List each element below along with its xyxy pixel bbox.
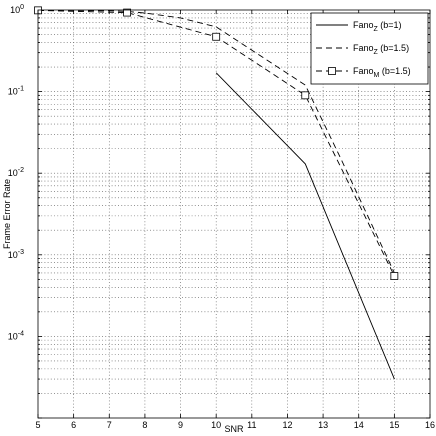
data-point-marker xyxy=(390,272,399,280)
x-tick-label: 8 xyxy=(142,420,147,430)
y-tick-label: 10-3 xyxy=(8,249,24,260)
x-tick-label: 14 xyxy=(354,420,364,430)
legend-label-1: FanoZ (b=1) xyxy=(353,20,402,33)
data-point-marker xyxy=(123,8,131,17)
x-tick-label: 9 xyxy=(178,420,183,430)
legend-marker xyxy=(328,67,336,75)
data-point-marker xyxy=(301,91,310,100)
x-tick-label: 10 xyxy=(211,420,221,430)
data-point-marker xyxy=(212,32,221,41)
series-line-1 xyxy=(215,72,395,380)
legend-label-2: FanoZ (b=1.5) xyxy=(353,43,409,56)
y-tick-label: 10-1 xyxy=(8,86,24,97)
x-tick-label: 16 xyxy=(425,420,435,430)
y-tick-label: 10-4 xyxy=(8,330,24,341)
axis-ticks xyxy=(37,10,431,419)
legend: FanoZ (b=1) FanoZ (b=1.5) FanoM (b=1.5) xyxy=(310,12,429,85)
x-tick-label: 15 xyxy=(389,420,399,430)
y-axis-tick-labels: 100 10-1 10-2 10-3 10-4 xyxy=(8,4,24,341)
x-tick-label: 12 xyxy=(282,420,292,430)
legend-label-3: FanoM (b=1.5) xyxy=(353,66,411,79)
y-tick-label: 100 xyxy=(10,4,24,15)
y-axis-label: Frame Error Rate xyxy=(2,179,12,249)
y-tick-label: 10-2 xyxy=(8,167,24,178)
x-tick-label: 7 xyxy=(107,420,112,430)
x-tick-label: 6 xyxy=(71,420,76,430)
x-tick-label: 5 xyxy=(35,420,40,430)
data-series xyxy=(34,6,399,380)
grid-lines xyxy=(38,10,430,418)
x-axis-tick-labels: 5 6 7 8 9 10 11 12 13 14 15 16 xyxy=(35,420,435,430)
x-axis-label: SNR xyxy=(224,424,244,434)
series-line-2 xyxy=(38,9,395,274)
x-tick-label: 13 xyxy=(318,420,328,430)
plot-area-frame xyxy=(37,9,431,419)
x-tick-label: 11 xyxy=(247,420,256,430)
